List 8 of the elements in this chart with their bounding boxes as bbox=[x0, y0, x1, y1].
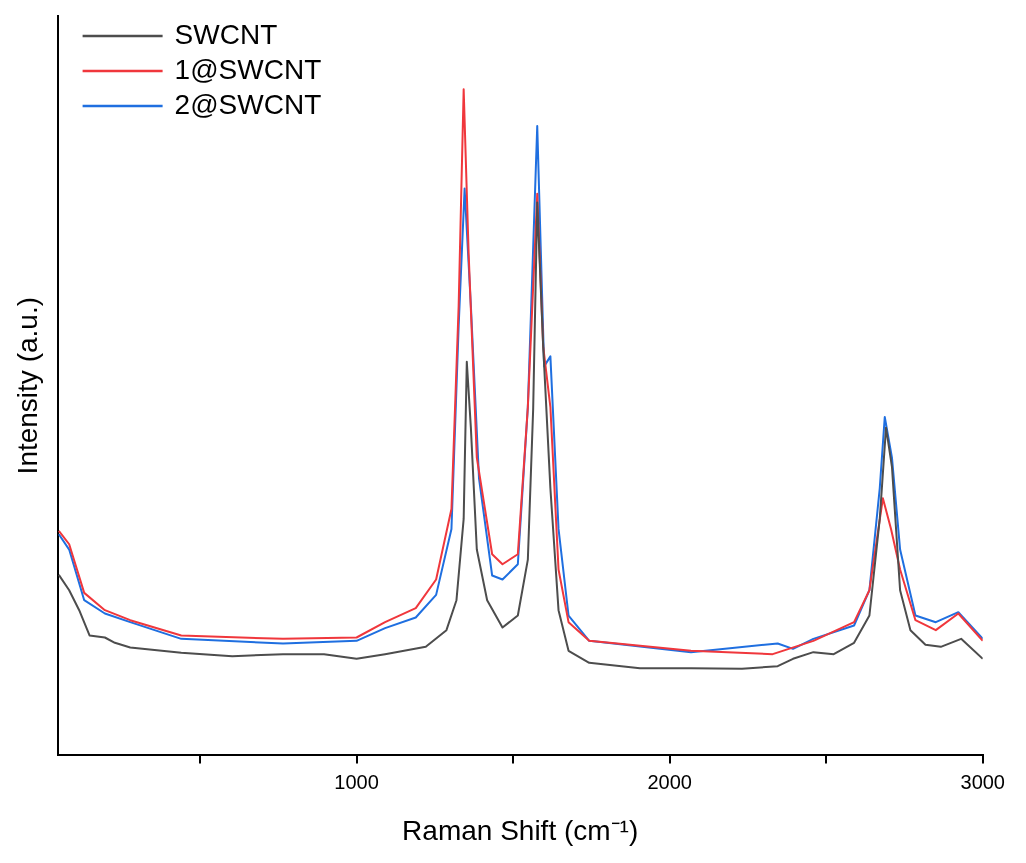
x-axis-title: Raman Shift (cm⁻¹) bbox=[402, 814, 639, 846]
x-tick-label: 2000 bbox=[647, 770, 692, 793]
y-axis-title: Intensity (a.u.) bbox=[11, 297, 43, 475]
legend-label: 2@SWCNT bbox=[174, 88, 322, 120]
x-tick-label: 3000 bbox=[960, 770, 1005, 793]
legend-label: SWCNT bbox=[174, 18, 278, 50]
x-tick-label: 1000 bbox=[334, 770, 379, 793]
legend-label: 1@SWCNT bbox=[174, 53, 322, 85]
